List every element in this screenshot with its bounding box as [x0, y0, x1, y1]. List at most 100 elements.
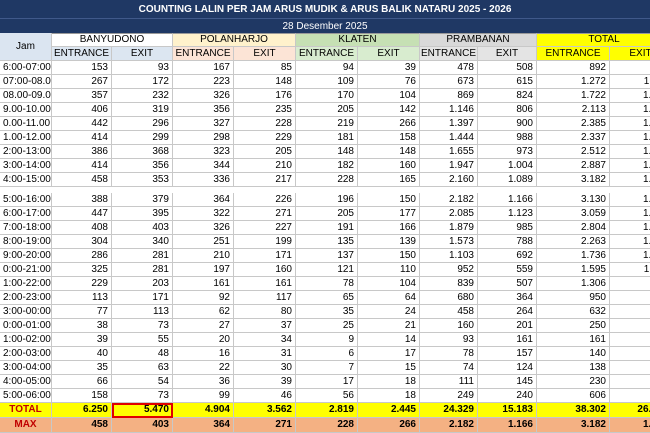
value-cell: 205: [296, 207, 358, 221]
value-cell: 77: [52, 305, 112, 319]
value-cell: 230: [537, 375, 610, 389]
value-cell: 62: [173, 305, 234, 319]
value-cell: 182: [296, 159, 358, 173]
max-value: 271: [234, 418, 296, 433]
total-value: 5.470: [112, 403, 173, 418]
value-cell: 1.966: [610, 207, 650, 221]
value-cell: 414: [52, 159, 112, 173]
value-cell: 388: [52, 193, 112, 207]
value-cell: 31: [234, 347, 296, 361]
time-cell: 8:00-19:00: [0, 235, 52, 249]
value-cell: 217: [234, 173, 296, 187]
value-cell: 153: [52, 61, 112, 75]
value-cell: 2.512: [537, 145, 610, 159]
total-label: TOTAL: [0, 403, 52, 418]
value-cell: 66: [52, 375, 112, 389]
value-cell: 170: [296, 89, 358, 103]
value-cell: 716: [610, 291, 650, 305]
value-cell: 395: [112, 207, 173, 221]
value-cell: 219: [296, 117, 358, 131]
value-cell: 249: [420, 389, 478, 403]
value-cell: 1.146: [420, 103, 478, 117]
value-cell: 1.921: [610, 193, 650, 207]
value-cell: 160: [234, 263, 296, 277]
value-cell: 281: [112, 263, 173, 277]
value-cell: 235: [234, 103, 296, 117]
value-cell: 226: [234, 193, 296, 207]
value-cell: 16: [173, 347, 234, 361]
group-header: BANYUDONO: [52, 33, 173, 47]
value-cell: 148: [358, 145, 420, 159]
value-cell: 18: [358, 375, 420, 389]
value-cell: 2.113: [537, 103, 610, 117]
value-cell: 37: [234, 319, 296, 333]
value-cell: 632: [537, 305, 610, 319]
value-cell: 680: [420, 291, 478, 305]
value-cell: 788: [478, 235, 537, 249]
value-cell: 210: [173, 249, 234, 263]
value-cell: 1.947: [420, 159, 478, 173]
value-cell: 22: [173, 361, 234, 375]
value-cell: 1.879: [420, 221, 478, 235]
total-value: 26.660: [610, 403, 650, 418]
value-cell: 40: [52, 347, 112, 361]
time-cell: 07:00-08.00: [0, 75, 52, 89]
value-cell: 952: [420, 263, 478, 277]
total-value: 15.183: [478, 403, 537, 418]
value-cell: 299: [112, 131, 173, 145]
value-cell: 1.824: [610, 173, 650, 187]
sub-header: EXIT: [478, 47, 537, 61]
value-cell: 1.736: [537, 249, 610, 263]
value-cell: 113: [112, 305, 173, 319]
group-header: TOTAL: [537, 33, 650, 47]
total-value: 4.904: [173, 403, 234, 418]
value-cell: 1.397: [420, 117, 478, 131]
value-cell: 327: [173, 117, 234, 131]
value-cell: 165: [358, 173, 420, 187]
value-cell: 304: [52, 235, 112, 249]
date: 28 Desember 2025: [0, 18, 650, 34]
value-cell: 199: [234, 235, 296, 249]
value-cell: 229: [52, 277, 112, 291]
value-cell: 2.804: [537, 221, 610, 235]
value-cell: 1.690: [610, 117, 650, 131]
value-cell: 39: [52, 333, 112, 347]
value-cell: 38: [52, 319, 112, 333]
value-cell: 2.887: [537, 159, 610, 173]
value-cell: 171: [234, 249, 296, 263]
value-cell: 177: [358, 207, 420, 221]
value-cell: 137: [296, 249, 358, 263]
value-cell: 2.385: [537, 117, 610, 131]
value-cell: 94: [296, 61, 358, 75]
group-header: POLANHARJO: [173, 33, 296, 47]
value-cell: 150: [358, 193, 420, 207]
value-cell: 332: [610, 319, 650, 333]
value-cell: 379: [112, 193, 173, 207]
time-cell: 2:00-13:00: [0, 145, 52, 159]
sub-header: ENTRANCE: [52, 47, 112, 61]
value-cell: 824: [478, 89, 537, 103]
value-cell: 232: [610, 361, 650, 375]
value-cell: 145: [478, 375, 537, 389]
sub-header: EXIT: [610, 47, 650, 61]
value-cell: 104: [358, 277, 420, 291]
value-cell: 1.730: [610, 159, 650, 173]
value-cell: 78: [420, 347, 478, 361]
value-cell: 117: [234, 291, 296, 305]
time-cell: 7:00-18:00: [0, 221, 52, 235]
value-cell: 447: [52, 207, 112, 221]
value-cell: 167: [173, 61, 234, 75]
value-cell: 205: [296, 103, 358, 117]
time-cell: 1:00-22:00: [0, 277, 52, 291]
sub-header: EXIT: [358, 47, 420, 61]
value-cell: 171: [112, 291, 173, 305]
value-cell: 36: [173, 375, 234, 389]
value-cell: 181: [296, 131, 358, 145]
time-cell: 5:00-16:00: [0, 193, 52, 207]
value-cell: 1.089: [478, 173, 537, 187]
group-header: KLATEN: [296, 33, 420, 47]
value-cell: 142: [358, 103, 420, 117]
time-cell: 0:00-01:00: [0, 319, 52, 333]
value-cell: 1.655: [420, 145, 478, 159]
value-cell: 65: [296, 291, 358, 305]
